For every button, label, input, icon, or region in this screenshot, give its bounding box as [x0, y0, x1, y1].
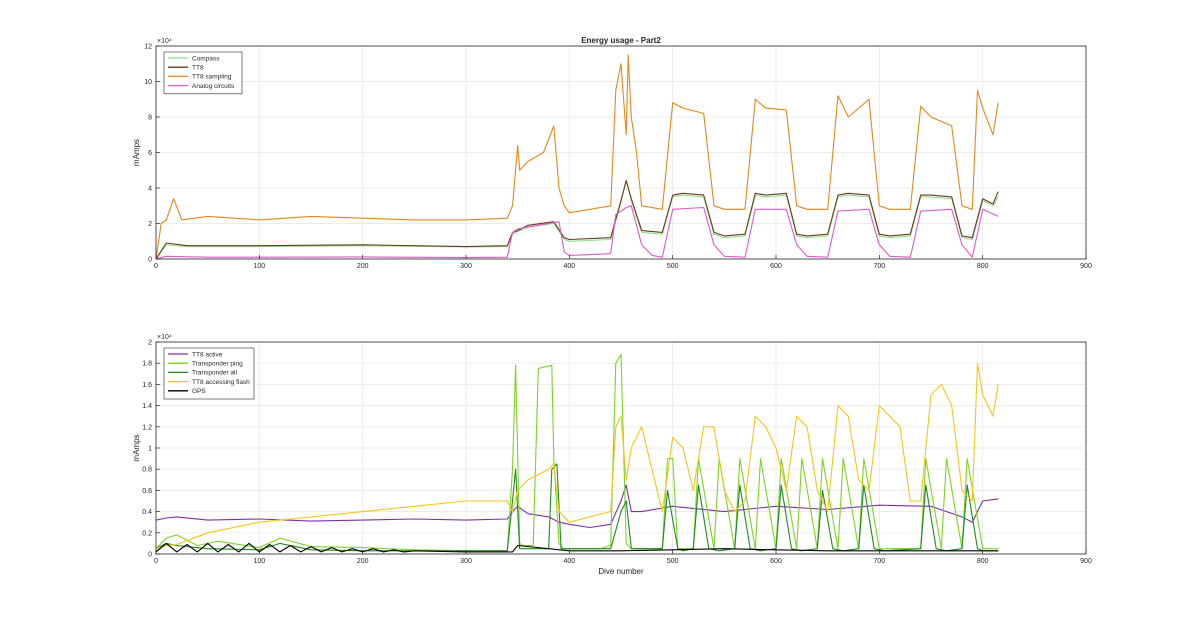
- legend-entry: TT8 accessing flash: [192, 379, 250, 386]
- x-tick-label: 200: [357, 558, 369, 565]
- x-tick-label: 700: [873, 263, 885, 270]
- series-line-gps: [156, 542, 999, 553]
- x-tick-label: 300: [460, 263, 472, 270]
- chart-panel-2: 0 100 200 300 400 500 600 700 800 900 0 0.2 0.4 0.6 0.…: [132, 334, 1092, 576]
- x-tick-label: 500: [667, 263, 679, 270]
- legend-entry: Compass: [192, 55, 220, 62]
- legend-entry: TT8 active: [192, 351, 223, 358]
- legend: TT8 active Transponder ping Transponder al…: [163, 347, 255, 400]
- x-tick-label: 200: [357, 263, 369, 270]
- x-tick-label: 300: [460, 558, 472, 565]
- x-tick-label: 400: [563, 558, 575, 565]
- x-tick-label: 0: [154, 558, 158, 565]
- y-tick-label: 1: [148, 446, 152, 453]
- x-tick-label: 600: [770, 558, 782, 565]
- chart-title: Energy usage - Part2: [581, 36, 661, 45]
- y-tick-label: 0.2: [142, 530, 152, 537]
- y-tick-label: 2: [148, 221, 152, 228]
- x-tick-label: 500: [667, 558, 679, 565]
- legend-entry: Transponder all: [192, 370, 237, 377]
- y-tick-label: 4: [148, 186, 152, 193]
- y-tick-label: 0.6: [142, 488, 152, 495]
- x-tick-label: 700: [873, 558, 885, 565]
- series-line-analog-circuits: [156, 205, 999, 259]
- y-tick-label: 0.8: [142, 467, 152, 474]
- x-tick-label: 100: [253, 558, 265, 565]
- legend: Compass TT8 TT8 sampling Analog circuits: [163, 51, 243, 95]
- x-tick-label: 900: [1080, 263, 1092, 270]
- legend-entry: Analog circuits: [192, 83, 235, 90]
- chart-panel-1: 0 100 200 300 400 500 600 700 800 900 0 2 4 6 8 10 12 ×10…: [132, 36, 1092, 270]
- series-line-tt8-active: [156, 484, 999, 529]
- y-tick-label: 1.6: [142, 382, 152, 389]
- x-tick-label: 600: [770, 263, 782, 270]
- series-line-tt8-accessing-flash: [156, 362, 999, 550]
- y-tick-label: 8: [148, 115, 152, 122]
- x-tick-label: 400: [563, 263, 575, 270]
- x-tick-label: 100: [253, 263, 265, 270]
- series-line-tt8-sampling: [156, 54, 999, 259]
- series-line-transponder-all: [156, 463, 999, 552]
- y-tick-label: 0: [148, 552, 152, 559]
- y-tick-label: 0: [148, 257, 152, 264]
- y-tick-label: 1.4: [142, 403, 152, 410]
- y-tick-label: 10: [144, 79, 152, 86]
- x-tick-label: 0: [154, 263, 158, 270]
- y-tick-label: 0.4: [142, 509, 152, 516]
- y-tick-label: 1.8: [142, 361, 152, 368]
- y-tick-label: 2: [148, 340, 152, 347]
- y-axis-label: mAmps: [132, 434, 141, 461]
- legend-entry: TT8: [192, 65, 204, 72]
- legend-entry: GPS: [192, 388, 206, 395]
- x-tick-label: 800: [977, 263, 989, 270]
- legend-entry: TT8 sampling: [192, 74, 232, 81]
- y-tick-label: 12: [144, 44, 152, 51]
- y-exponent-label: ×10⁴: [157, 38, 172, 45]
- series-group: [156, 354, 999, 553]
- x-tick-label: 800: [977, 558, 989, 565]
- legend-box: [163, 51, 243, 95]
- x-tick-label: 900: [1080, 558, 1092, 565]
- y-tick-label: 1.2: [142, 424, 152, 431]
- legend-entry: Transponder ping: [192, 361, 243, 368]
- y-tick-label: 6: [148, 150, 152, 157]
- series-group: [156, 54, 999, 259]
- x-axis-label: Dive number: [598, 567, 644, 576]
- y-axis-label: mAmps: [132, 139, 141, 166]
- y-exponent-label: ×10⁴: [157, 334, 172, 341]
